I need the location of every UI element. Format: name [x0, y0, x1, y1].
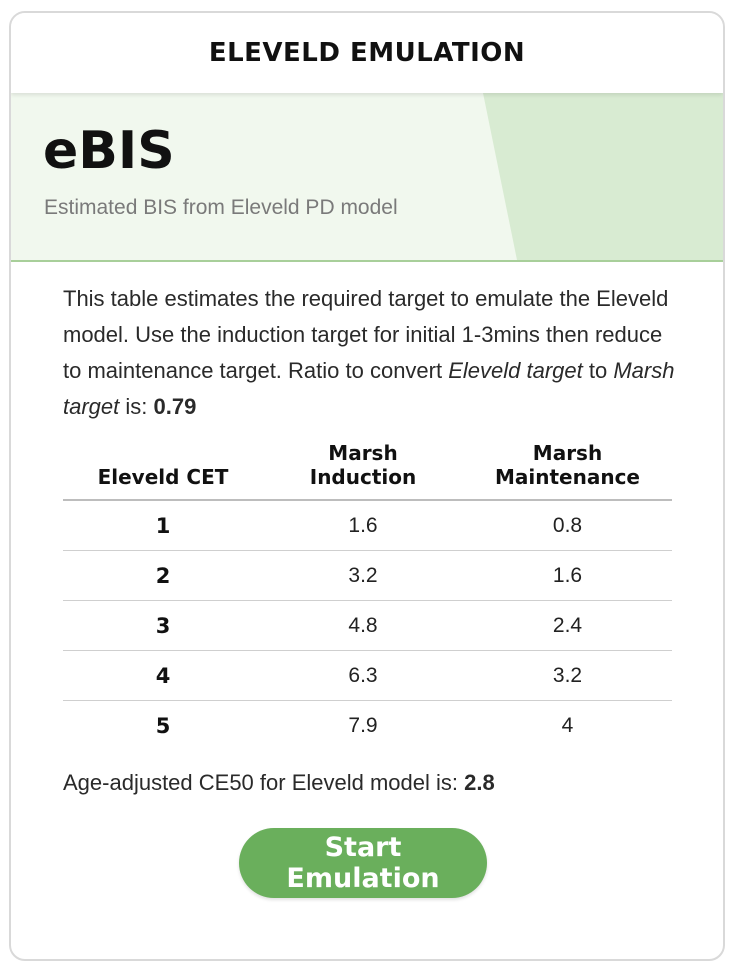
hero-decorative-shade [483, 93, 723, 260]
hero-subtitle: Estimated BIS from Eleveld PD model [44, 196, 398, 219]
table-row: 5 7.9 4 [63, 701, 672, 751]
cell-marsh-maintenance: 3.2 [463, 650, 672, 701]
table-row: 3 4.8 2.4 [63, 600, 672, 651]
table-row: 1 1.6 0.8 [63, 500, 672, 551]
description-marsh-target: Marsh target [63, 358, 675, 419]
cell-marsh-induction: 7.9 [348, 713, 378, 737]
description-paragraph: This table estimates the required target… [63, 281, 683, 425]
description-eleveld-target: Eleveld target [448, 358, 583, 383]
table-row: 4 6.3 3.2 [63, 650, 672, 701]
card-header-title: ELEVELD EMULATION [208, 38, 526, 68]
card-header: ELEVELD EMULATION [11, 13, 723, 93]
description-text-3: is: [119, 394, 154, 419]
target-table: Eleveld CET Marsh Induction Marsh Maintena… [63, 441, 672, 750]
cell-marsh-maintenance: 4 [561, 713, 574, 737]
cell-eleveld-cet: 5 [155, 713, 171, 738]
header-marsh-maintenance: Marsh Maintenance [463, 441, 672, 501]
description-text-2: to [582, 358, 614, 383]
cell-marsh-induction: 6.3 [263, 650, 463, 701]
header-eleveld-cet: Eleveld CET [63, 441, 263, 501]
ce50-statement: Age-adjusted CE50 for Eleveld model is: … [63, 770, 495, 796]
header-marsh-induction: Marsh Induction [263, 441, 463, 501]
emulation-card: ELEVELD EMULATION eBIS Estimated BIS fro… [9, 11, 725, 961]
cell-marsh-induction: 3.2 [263, 550, 463, 601]
cell-eleveld-cet: 2 [63, 550, 263, 601]
ce50-label: Age-adjusted CE50 for Eleveld model is: [63, 770, 465, 795]
hero-title: eBIS [43, 121, 175, 181]
cell-marsh-maintenance: 0.8 [463, 500, 672, 551]
cell-marsh-induction: 1.6 [263, 500, 463, 551]
cell-eleveld-cet: 3 [63, 600, 263, 651]
hero-banner: eBIS Estimated BIS from Eleveld PD model [11, 93, 723, 262]
ratio-value: 0.79 [153, 394, 197, 419]
cell-marsh-maintenance: 2.4 [463, 600, 672, 651]
cell-eleveld-cet: 1 [63, 500, 263, 551]
cell-marsh-induction: 4.8 [263, 600, 463, 651]
table-header-row: Eleveld CET Marsh Induction Marsh Maintena… [63, 441, 672, 501]
ce50-value: 2.8 [464, 770, 495, 795]
cell-marsh-maintenance: 1.6 [463, 550, 672, 601]
table-row: 2 3.2 1.6 [63, 550, 672, 601]
description-text-1: This table estimates the required target… [63, 286, 669, 383]
start-emulation-button[interactable]: Start Emulation [239, 828, 487, 898]
cell-eleveld-cet: 4 [63, 650, 263, 701]
